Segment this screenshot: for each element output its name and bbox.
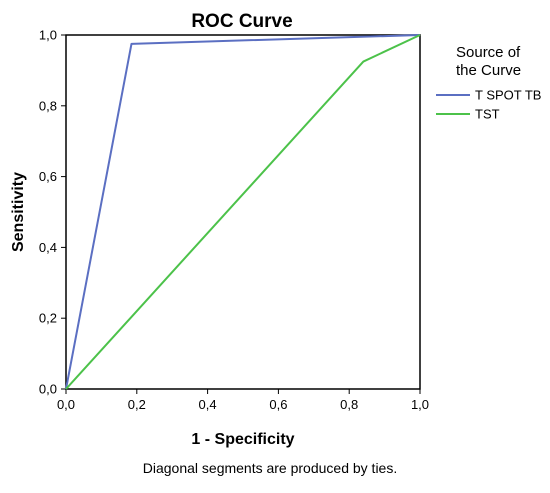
x-tick-label: 0,4 [199, 397, 217, 412]
y-tick-label: 0,0 [39, 382, 57, 397]
plot-area [65, 34, 421, 390]
y-tick-label: 0,8 [39, 98, 57, 113]
legend: Source of the Curve T SPOT TB TST [436, 44, 541, 122]
y-tick-label: 1,0 [39, 28, 57, 43]
axis-ticks: 0,0 0,2 0,4 0,6 0,8 1,0 0,0 0,2 0,4 0,6 0,8 1,0 [39, 28, 429, 413]
x-tick-label: 0,8 [340, 397, 358, 412]
footnote: Diagonal segments are produced by ties. [143, 460, 397, 476]
y-tick-label: 0,2 [39, 311, 57, 326]
series-line-tst [65, 34, 421, 390]
y-axis-title: Sensitivity [10, 172, 27, 252]
x-tick-label: 0,0 [57, 397, 75, 412]
x-axis-title: 1 - Specificity [191, 431, 294, 448]
x-tick-label: 1,0 [411, 397, 429, 412]
legend-label: T SPOT TB [475, 88, 541, 103]
legend-label: TST [475, 107, 500, 122]
chart-title: ROC Curve [191, 11, 292, 32]
series-lines [65, 34, 421, 390]
y-tick-label: 0,4 [39, 240, 57, 255]
x-tick-label: 0,6 [269, 397, 287, 412]
legend-title-line-2: the Curve [456, 62, 521, 79]
y-tick-label: 0,6 [39, 169, 57, 184]
series-line-t-spot-tb [65, 34, 421, 390]
legend-title-line-1: Source of [456, 44, 521, 61]
x-tick-label: 0,2 [128, 397, 146, 412]
